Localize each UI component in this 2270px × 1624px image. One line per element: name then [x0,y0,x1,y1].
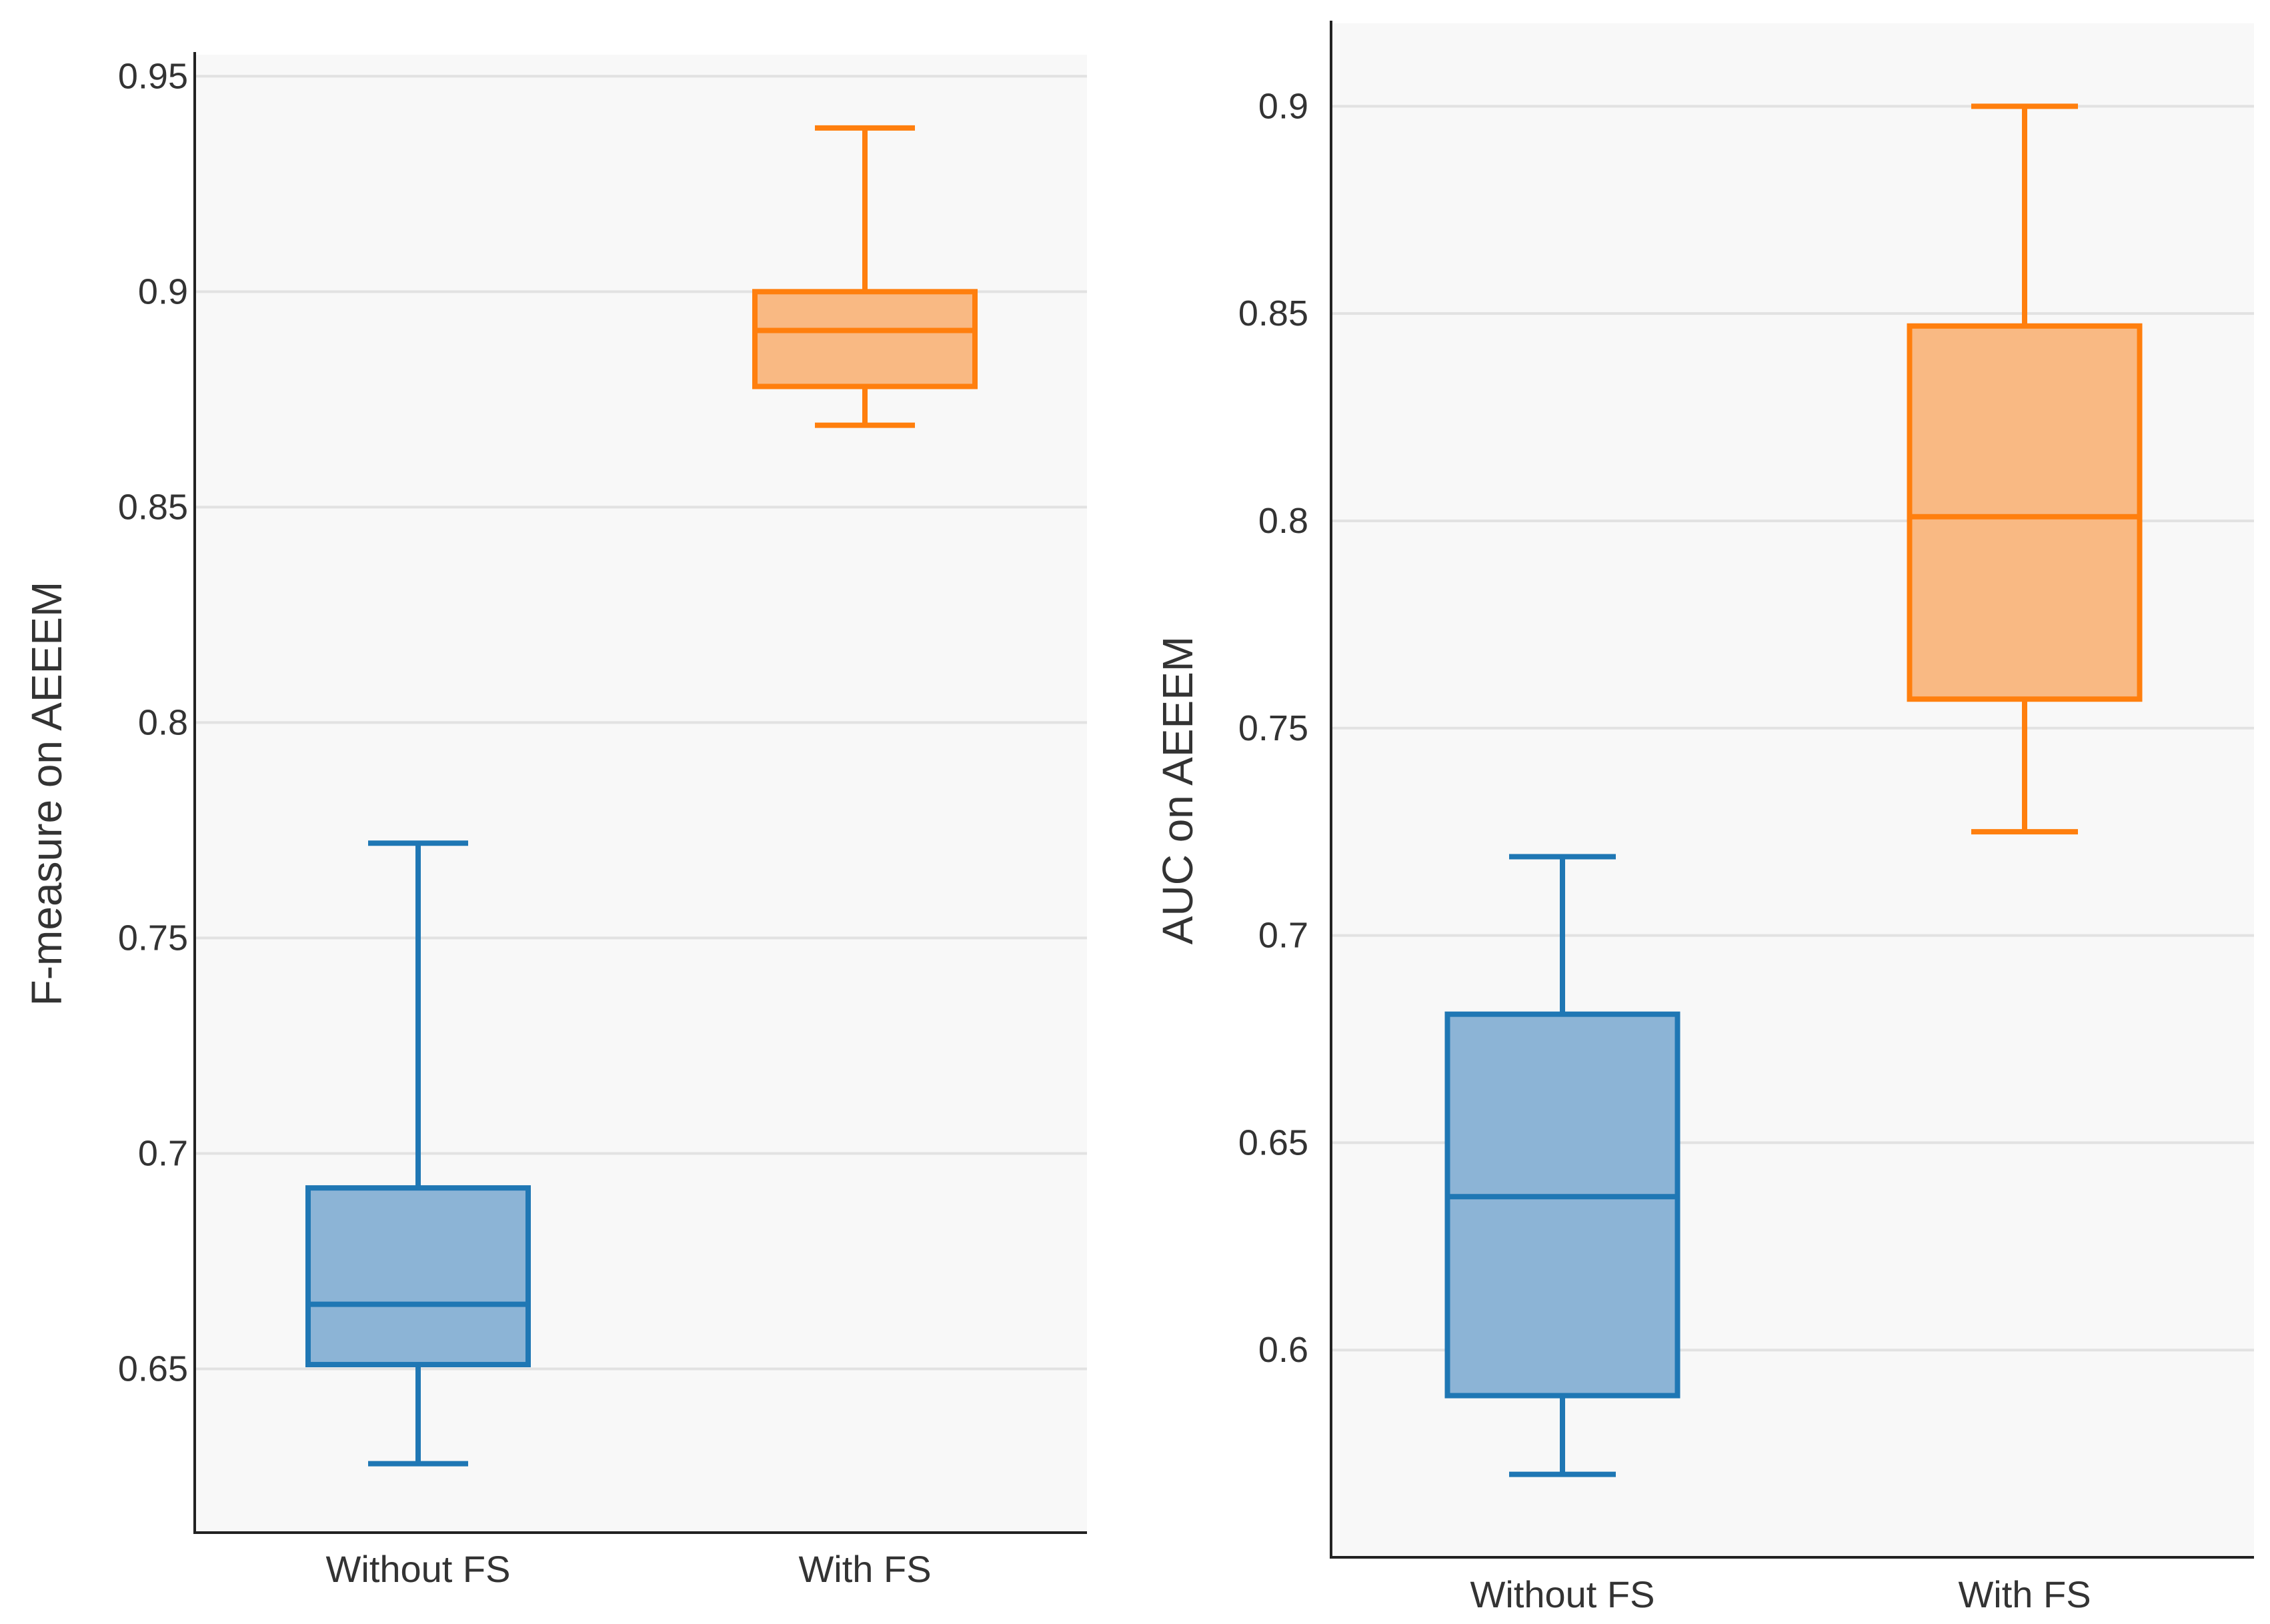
interquartile-box [752,289,978,389]
box-with-fs [752,125,978,428]
interquartile-box [1907,323,2143,702]
box-with-fs [1907,103,2143,835]
y-tick-label: 0.95 [118,56,188,96]
y-tick-label: 0.7 [1258,916,1308,956]
x-category-label: With FS [798,1548,931,1590]
y-tick-label: 0.9 [138,271,188,311]
f-measure-box-plot-panel: 0.65 0.7 0.75 0.8 0.85 0.9 0.95 F-measure on AE… [23,52,1087,1590]
y-tick-label: 0.85 [1238,293,1308,333]
x-category-label: Without FS [326,1548,511,1590]
interquartile-box [305,1185,531,1368]
box-without-fs [1444,854,1680,1477]
interquartile-box [1444,1011,1680,1399]
y-tick-label: 0.9 [1258,86,1308,126]
y-tick-label: 0.6 [1258,1330,1308,1370]
y-tick-label: 0.7 [138,1133,188,1173]
y-tick-label: 0.85 [118,487,188,527]
y-tick-label: 0.8 [1258,501,1308,541]
y-tick-label: 0.65 [1238,1122,1308,1162]
y-tick-label: 0.75 [1238,708,1308,748]
x-category-label: With FS [1958,1573,2091,1615]
y-axis-title: AUC on AEEEM [1154,636,1202,944]
y-tick-label: 0.75 [118,918,188,958]
auc-box-plot-panel: 0.6 0.65 0.7 0.75 0.8 0.85 0.9 AUC on AEEEM With… [1154,21,2254,1615]
x-category-label: Without FS [1470,1573,1655,1615]
y-axis-title: F-measure on AEEEM [23,582,71,1006]
y-tick-label: 0.65 [118,1349,188,1389]
y-tick-label: 0.8 [138,702,188,742]
box-without-fs [305,840,531,1467]
